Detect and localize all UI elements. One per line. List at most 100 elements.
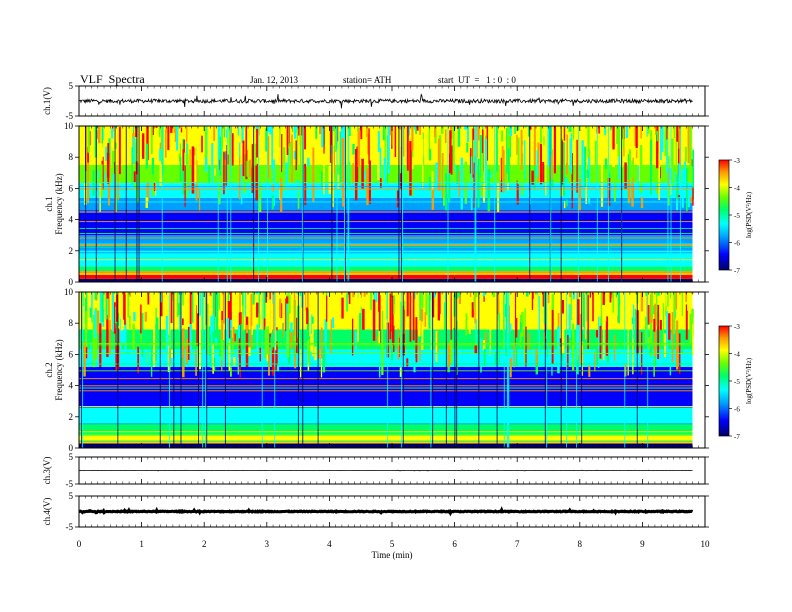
psd-streak xyxy=(505,292,508,336)
psd-streak xyxy=(563,126,566,141)
psd-streak xyxy=(251,325,253,335)
psd-streak xyxy=(232,326,235,345)
psd-streak xyxy=(348,161,351,191)
y-tick-label: 8 xyxy=(69,152,74,162)
psd-burst xyxy=(400,126,402,282)
psd-line xyxy=(79,246,693,248)
psd-streak xyxy=(115,294,118,322)
psd-streak xyxy=(348,126,351,137)
psd-streak xyxy=(643,292,645,322)
psd-streak xyxy=(271,292,273,327)
psd-streak xyxy=(150,332,153,377)
psd-burst xyxy=(159,292,161,448)
psd-streak xyxy=(352,163,354,184)
psd-streak xyxy=(196,305,199,347)
psd-streak xyxy=(594,351,596,372)
psd-streak xyxy=(212,343,215,374)
psd-streak xyxy=(612,126,615,150)
psd-streak xyxy=(647,304,650,325)
psd-burst xyxy=(274,292,276,448)
psd-streak xyxy=(87,148,90,204)
psd-streak xyxy=(221,359,223,371)
psd-streak xyxy=(543,292,546,325)
psd-streak xyxy=(120,330,124,341)
psd-streak xyxy=(464,126,467,130)
psd-streak xyxy=(377,148,380,181)
psd-burst xyxy=(679,126,681,282)
psd-line xyxy=(79,233,693,234)
psd-streak xyxy=(178,303,181,316)
psd-streak xyxy=(129,315,131,329)
psd-streak xyxy=(419,292,421,321)
psd-streak xyxy=(306,349,309,360)
psd-streak xyxy=(290,332,293,349)
psd-streak xyxy=(268,347,270,376)
x-tick-label: 5 xyxy=(390,539,395,549)
psd-streak xyxy=(409,295,412,342)
psd-streak xyxy=(240,164,243,205)
psd-burst xyxy=(529,126,531,282)
psd-line xyxy=(79,245,693,246)
psd-streak xyxy=(602,292,605,305)
psd-streak xyxy=(295,292,298,294)
psd-streak xyxy=(310,333,312,352)
psd-streak xyxy=(616,126,618,144)
psd-streak xyxy=(682,292,686,317)
psd-streak xyxy=(89,131,91,146)
psd-streak xyxy=(159,148,162,161)
station-label: station= ATH xyxy=(343,75,392,85)
psd-streak xyxy=(586,292,589,296)
psd-streak xyxy=(140,304,142,334)
x-tick-label: 9 xyxy=(640,539,645,549)
psd-streak xyxy=(558,343,561,354)
start-time-label: start UT = 1 : 0 : 0 xyxy=(438,75,516,85)
psd-streak xyxy=(133,171,136,183)
psd-streak xyxy=(297,126,300,136)
psd-streak xyxy=(671,312,674,363)
psd-streak xyxy=(622,126,625,149)
psd-streak xyxy=(164,129,167,158)
psd-streak xyxy=(137,126,140,129)
psd-streak xyxy=(434,126,436,138)
psd-streak xyxy=(520,129,523,170)
psd-streak xyxy=(218,184,221,205)
psd-streak xyxy=(563,200,566,209)
psd-streak xyxy=(570,133,573,175)
psd-streak xyxy=(581,140,584,191)
psd-streak xyxy=(474,293,476,324)
psd-streak xyxy=(369,126,371,152)
psd-streak xyxy=(445,292,447,316)
psd-streak xyxy=(572,292,576,300)
psd-streak xyxy=(226,317,229,345)
psd-streak xyxy=(649,307,653,357)
psd-streak xyxy=(692,149,695,200)
psd-burst xyxy=(173,292,175,448)
psd-streak xyxy=(256,128,258,158)
psd-streak xyxy=(472,139,475,175)
psd-streak xyxy=(578,178,581,211)
psd-streak xyxy=(281,134,283,173)
psd-streak xyxy=(299,349,302,378)
psd-streak xyxy=(339,131,342,182)
psd-streak xyxy=(566,199,568,207)
psd-streak xyxy=(241,292,244,306)
psd-streak xyxy=(658,153,660,201)
psd-streak xyxy=(557,326,560,374)
psd-burst xyxy=(560,126,562,282)
psd-burst xyxy=(114,126,116,282)
psd-streak xyxy=(231,133,234,166)
y-tick-label: 2 xyxy=(69,246,74,256)
colorbar-label: log(PSD(V²/Hz) xyxy=(745,191,753,238)
psd-streak xyxy=(363,170,366,180)
colorbar-tick-label: -5 xyxy=(734,378,740,386)
psd-streak xyxy=(334,126,337,153)
psd-streak xyxy=(319,126,322,135)
psd-streak xyxy=(684,161,687,185)
psd-streak xyxy=(675,292,678,310)
psd-streak xyxy=(275,330,278,342)
psd-streak xyxy=(229,292,232,320)
psd-streak xyxy=(419,341,421,362)
psd-streak xyxy=(87,146,89,163)
psd-streak xyxy=(687,292,689,311)
psd-streak xyxy=(214,168,216,176)
